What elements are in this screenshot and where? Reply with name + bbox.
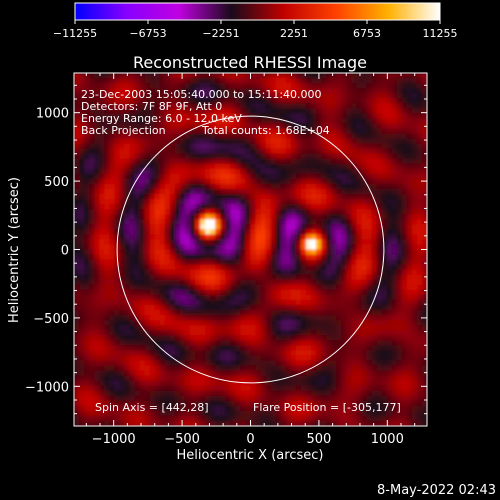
plot-area: −1000 −500 0 500 1000 1000 500 0 −500 −1000 bbox=[25, 72, 428, 447]
colorbar: −11255 −6753 −2251 2251 6753 11255 bbox=[53, 2, 458, 40]
annotation-total-counts: Total counts: 1.68E+04 bbox=[201, 124, 330, 137]
annotation-energy-range: Energy Range: 6.0 - 12.0 keV bbox=[81, 112, 242, 125]
y-tick-label: −1000 bbox=[25, 380, 69, 395]
annotation-detectors: Detectors: 7F 8F 9F, Att 0 bbox=[81, 100, 222, 113]
x-tick-label: 500 bbox=[306, 432, 331, 447]
y-axis-label: Heliocentric Y (arcsec) bbox=[7, 177, 22, 323]
colorbar-tick-label: −11255 bbox=[53, 27, 97, 40]
annotation-time-range: 23-Dec-2003 15:05:40.000 to 15:11:40.000 bbox=[81, 88, 322, 101]
colorbar-tick-label: 2251 bbox=[280, 27, 308, 40]
heatmap bbox=[74, 73, 427, 426]
colorbar-tick-label: −2251 bbox=[202, 27, 239, 40]
annotations: 23-Dec-2003 15:05:40.000 to 15:11:40.000… bbox=[81, 88, 401, 414]
solar-disk-limb bbox=[116, 115, 385, 384]
annotation-method: Back Projection bbox=[81, 124, 166, 137]
chart-title: Reconstructed RHESSI Image bbox=[133, 53, 367, 72]
source-markers bbox=[206, 223, 315, 247]
y-tick-label: −500 bbox=[33, 312, 69, 327]
x-tick-label: −500 bbox=[164, 432, 200, 447]
x-tick-label: 0 bbox=[246, 432, 254, 447]
heatmap-cells bbox=[74, 73, 427, 426]
colorbar-tick-label: 11255 bbox=[423, 27, 458, 40]
annotation-flare-position: Flare Position = [-305,177] bbox=[253, 401, 401, 414]
x-axis-label: Heliocentric X (arcsec) bbox=[177, 448, 324, 463]
x-tick-label: −1000 bbox=[92, 432, 136, 447]
y-tick-label: 500 bbox=[44, 175, 69, 190]
colorbar-gradient bbox=[74, 2, 441, 21]
source-point bbox=[206, 223, 211, 228]
y-tick-label: 0 bbox=[61, 244, 69, 259]
colorbar-ticks: −11255 −6753 −2251 2251 6753 11255 bbox=[53, 20, 458, 40]
annotation-spin-axis: Spin Axis = [442,28] bbox=[95, 401, 209, 414]
source-point bbox=[310, 242, 315, 247]
x-tick-label: 1000 bbox=[371, 432, 404, 447]
colorbar-tick-label: 6753 bbox=[353, 27, 381, 40]
axis-ticks: −1000 −500 0 500 1000 1000 500 0 −500 −1000 bbox=[25, 73, 427, 447]
colorbar-tick-label: −6753 bbox=[129, 27, 166, 40]
y-tick-label: 1000 bbox=[36, 107, 69, 122]
footer-date: 8-May-2022 02:43 bbox=[377, 483, 496, 498]
